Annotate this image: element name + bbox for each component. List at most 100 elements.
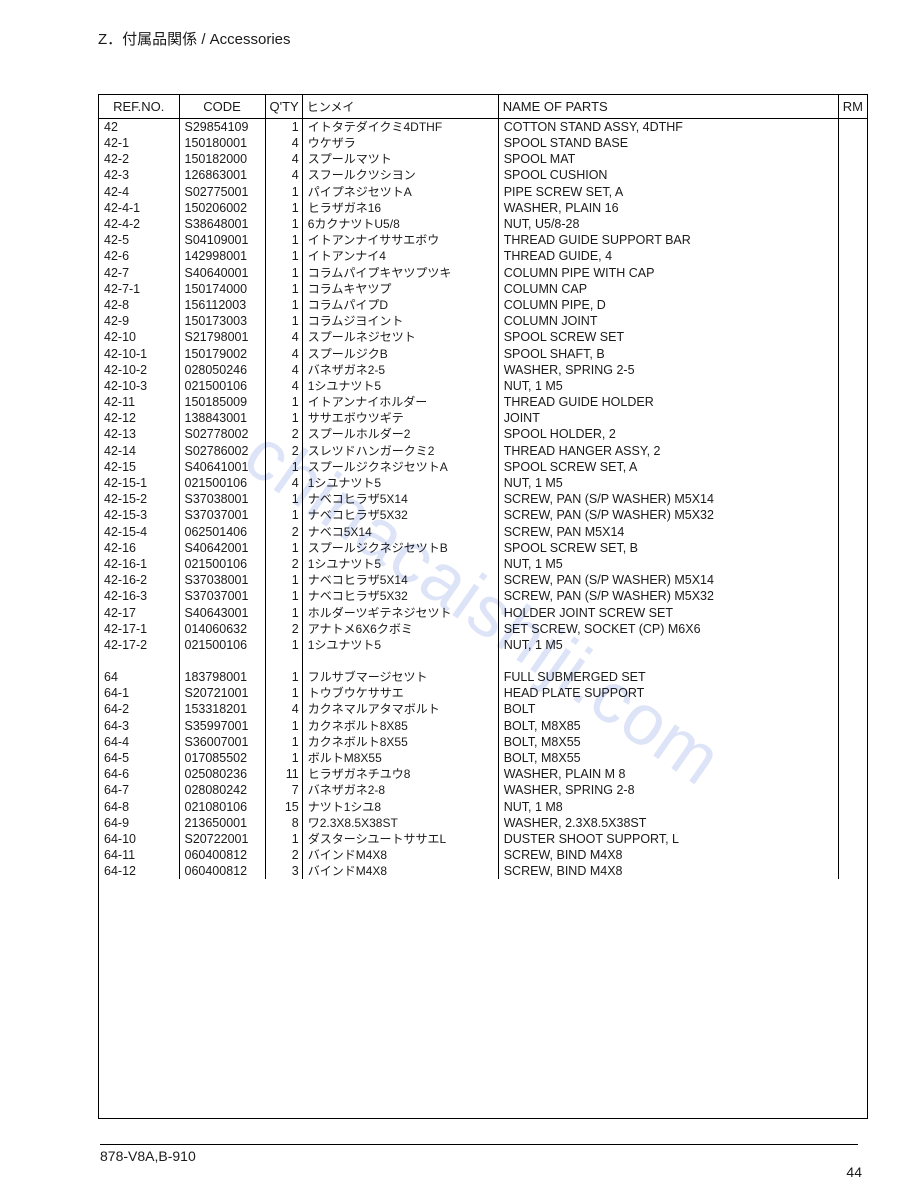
table-cell	[838, 847, 867, 863]
table-cell	[838, 572, 867, 588]
table-cell	[838, 216, 867, 232]
table-cell: 1	[265, 718, 302, 734]
table-cell	[838, 313, 867, 329]
table-cell	[838, 831, 867, 847]
table-row: 42-15-40625014062ナベコ5X14SCREW, PAN M5X14	[99, 524, 867, 540]
table-cell: 1	[265, 216, 302, 232]
table-cell: S40643001	[179, 604, 265, 620]
table-cell	[838, 151, 867, 167]
page-number: 44	[846, 1164, 862, 1180]
parts-table: REF.NO. CODE Q'TY ヒンメイ NAME OF PARTS RM …	[99, 95, 867, 879]
table-row: 42-10-20280502464バネザガネ2-5WASHER, SPRING …	[99, 362, 867, 378]
table-cell: 2	[265, 443, 302, 459]
table-row	[99, 653, 867, 669]
table-cell	[838, 637, 867, 653]
table-cell: 64-7	[99, 782, 179, 798]
table-cell: SPOOL MAT	[498, 151, 838, 167]
table-cell: 7	[265, 782, 302, 798]
table-cell: 64-3	[99, 718, 179, 734]
table-cell	[838, 701, 867, 717]
table-cell: COLUMN CAP	[498, 281, 838, 297]
table-cell	[838, 265, 867, 281]
table-cell: 150180001	[179, 135, 265, 151]
table-cell: S37038001	[179, 572, 265, 588]
table-cell: ナベコヒラザ5X14	[302, 572, 498, 588]
table-cell: 15	[265, 799, 302, 815]
table-cell: バネザガネ2-5	[302, 362, 498, 378]
table-cell: パイプネジセツトA	[302, 184, 498, 200]
table-row: 64-1S207210011トウブウケササエHEAD PLATE SUPPORT	[99, 685, 867, 701]
col-header-qty: Q'TY	[265, 95, 302, 119]
table-cell: HEAD PLATE SUPPORT	[498, 685, 838, 701]
table-cell: 060400812	[179, 847, 265, 863]
table-cell: 42-3	[99, 167, 179, 183]
table-cell: アナトメ6X6クボミ	[302, 621, 498, 637]
table-cell: COLUMN JOINT	[498, 313, 838, 329]
table-row: 42-15-102150010641シユナツト5NUT, 1 M5	[99, 475, 867, 491]
table-row: 42-10-302150010641シユナツト5NUT, 1 M5	[99, 378, 867, 394]
table-cell: 4	[265, 345, 302, 361]
table-cell	[838, 459, 867, 475]
table-cell: ボルトM8X55	[302, 750, 498, 766]
table-row: 42-121388430011ササエボウツギテJOINT	[99, 410, 867, 426]
table-cell: 021080106	[179, 799, 265, 815]
table-cell: SPOOL SCREW SET	[498, 329, 838, 345]
table-cell	[838, 394, 867, 410]
table-cell: 1	[265, 410, 302, 426]
table-cell: 1	[265, 200, 302, 216]
table-row: 64-50170855021ボルトM8X55BOLT, M8X55	[99, 750, 867, 766]
table-cell	[838, 766, 867, 782]
table-cell: 42-17-2	[99, 637, 179, 653]
table-cell: SPOOL SCREW SET, B	[498, 540, 838, 556]
table-cell: 42-15	[99, 459, 179, 475]
table-cell: バネザガネ2-8	[302, 782, 498, 798]
table-cell: 42-9	[99, 313, 179, 329]
table-cell: 42-1	[99, 135, 179, 151]
table-cell: SCREW, PAN M5X14	[498, 524, 838, 540]
table-cell: 062501406	[179, 524, 265, 540]
table-cell	[99, 653, 179, 669]
table-cell: ナベコ5X14	[302, 524, 498, 540]
table-cell: 42-12	[99, 410, 179, 426]
table-cell: コラムパイプD	[302, 297, 498, 313]
table-cell: 138843001	[179, 410, 265, 426]
table-cell: 213650001	[179, 815, 265, 831]
table-cell: 64-5	[99, 750, 179, 766]
table-cell	[838, 799, 867, 815]
table-cell: BOLT, M8X55	[498, 734, 838, 750]
table-cell	[838, 248, 867, 264]
table-cell: 1	[265, 734, 302, 750]
table-cell: 126863001	[179, 167, 265, 183]
table-cell: カクネマルアタマボルト	[302, 701, 498, 717]
table-cell: ウケザラ	[302, 135, 498, 151]
table-cell: 150182000	[179, 151, 265, 167]
table-cell: 6カクナツトU5/8	[302, 216, 498, 232]
table-cell: コラムパイプキヤツプツキ	[302, 265, 498, 281]
table-cell: 4	[265, 378, 302, 394]
table-cell: 4	[265, 151, 302, 167]
table-cell	[838, 378, 867, 394]
table-cell: SPOOL STAND BASE	[498, 135, 838, 151]
table-cell	[838, 653, 867, 669]
table-cell: 1	[265, 297, 302, 313]
table-row: 64-21533182014カクネマルアタマボルトBOLT	[99, 701, 867, 717]
table-row: 42-16S406420011スプールジクネジセツトBSPOOL SCREW S…	[99, 540, 867, 556]
table-cell: 42-4	[99, 184, 179, 200]
table-cell: 2	[265, 621, 302, 637]
table-cell: THREAD HANGER ASSY, 2	[498, 443, 838, 459]
table-cell	[838, 524, 867, 540]
col-header-jp: ヒンメイ	[302, 95, 498, 119]
table-cell: 64-8	[99, 799, 179, 815]
table-cell: 183798001	[179, 669, 265, 685]
table-cell: 42-10-1	[99, 345, 179, 361]
table-cell: ホルダーツギテネジセツト	[302, 604, 498, 620]
table-cell: 64	[99, 669, 179, 685]
table-cell: NUT, U5/8-28	[498, 216, 838, 232]
table-cell	[838, 443, 867, 459]
table-cell: 42-8	[99, 297, 179, 313]
table-cell: スプールネジセツト	[302, 329, 498, 345]
table-cell: THREAD GUIDE HOLDER	[498, 394, 838, 410]
header-row: REF.NO. CODE Q'TY ヒンメイ NAME OF PARTS RM	[99, 95, 867, 119]
table-cell: SCREW, BIND M4X8	[498, 863, 838, 879]
table-cell	[838, 329, 867, 345]
